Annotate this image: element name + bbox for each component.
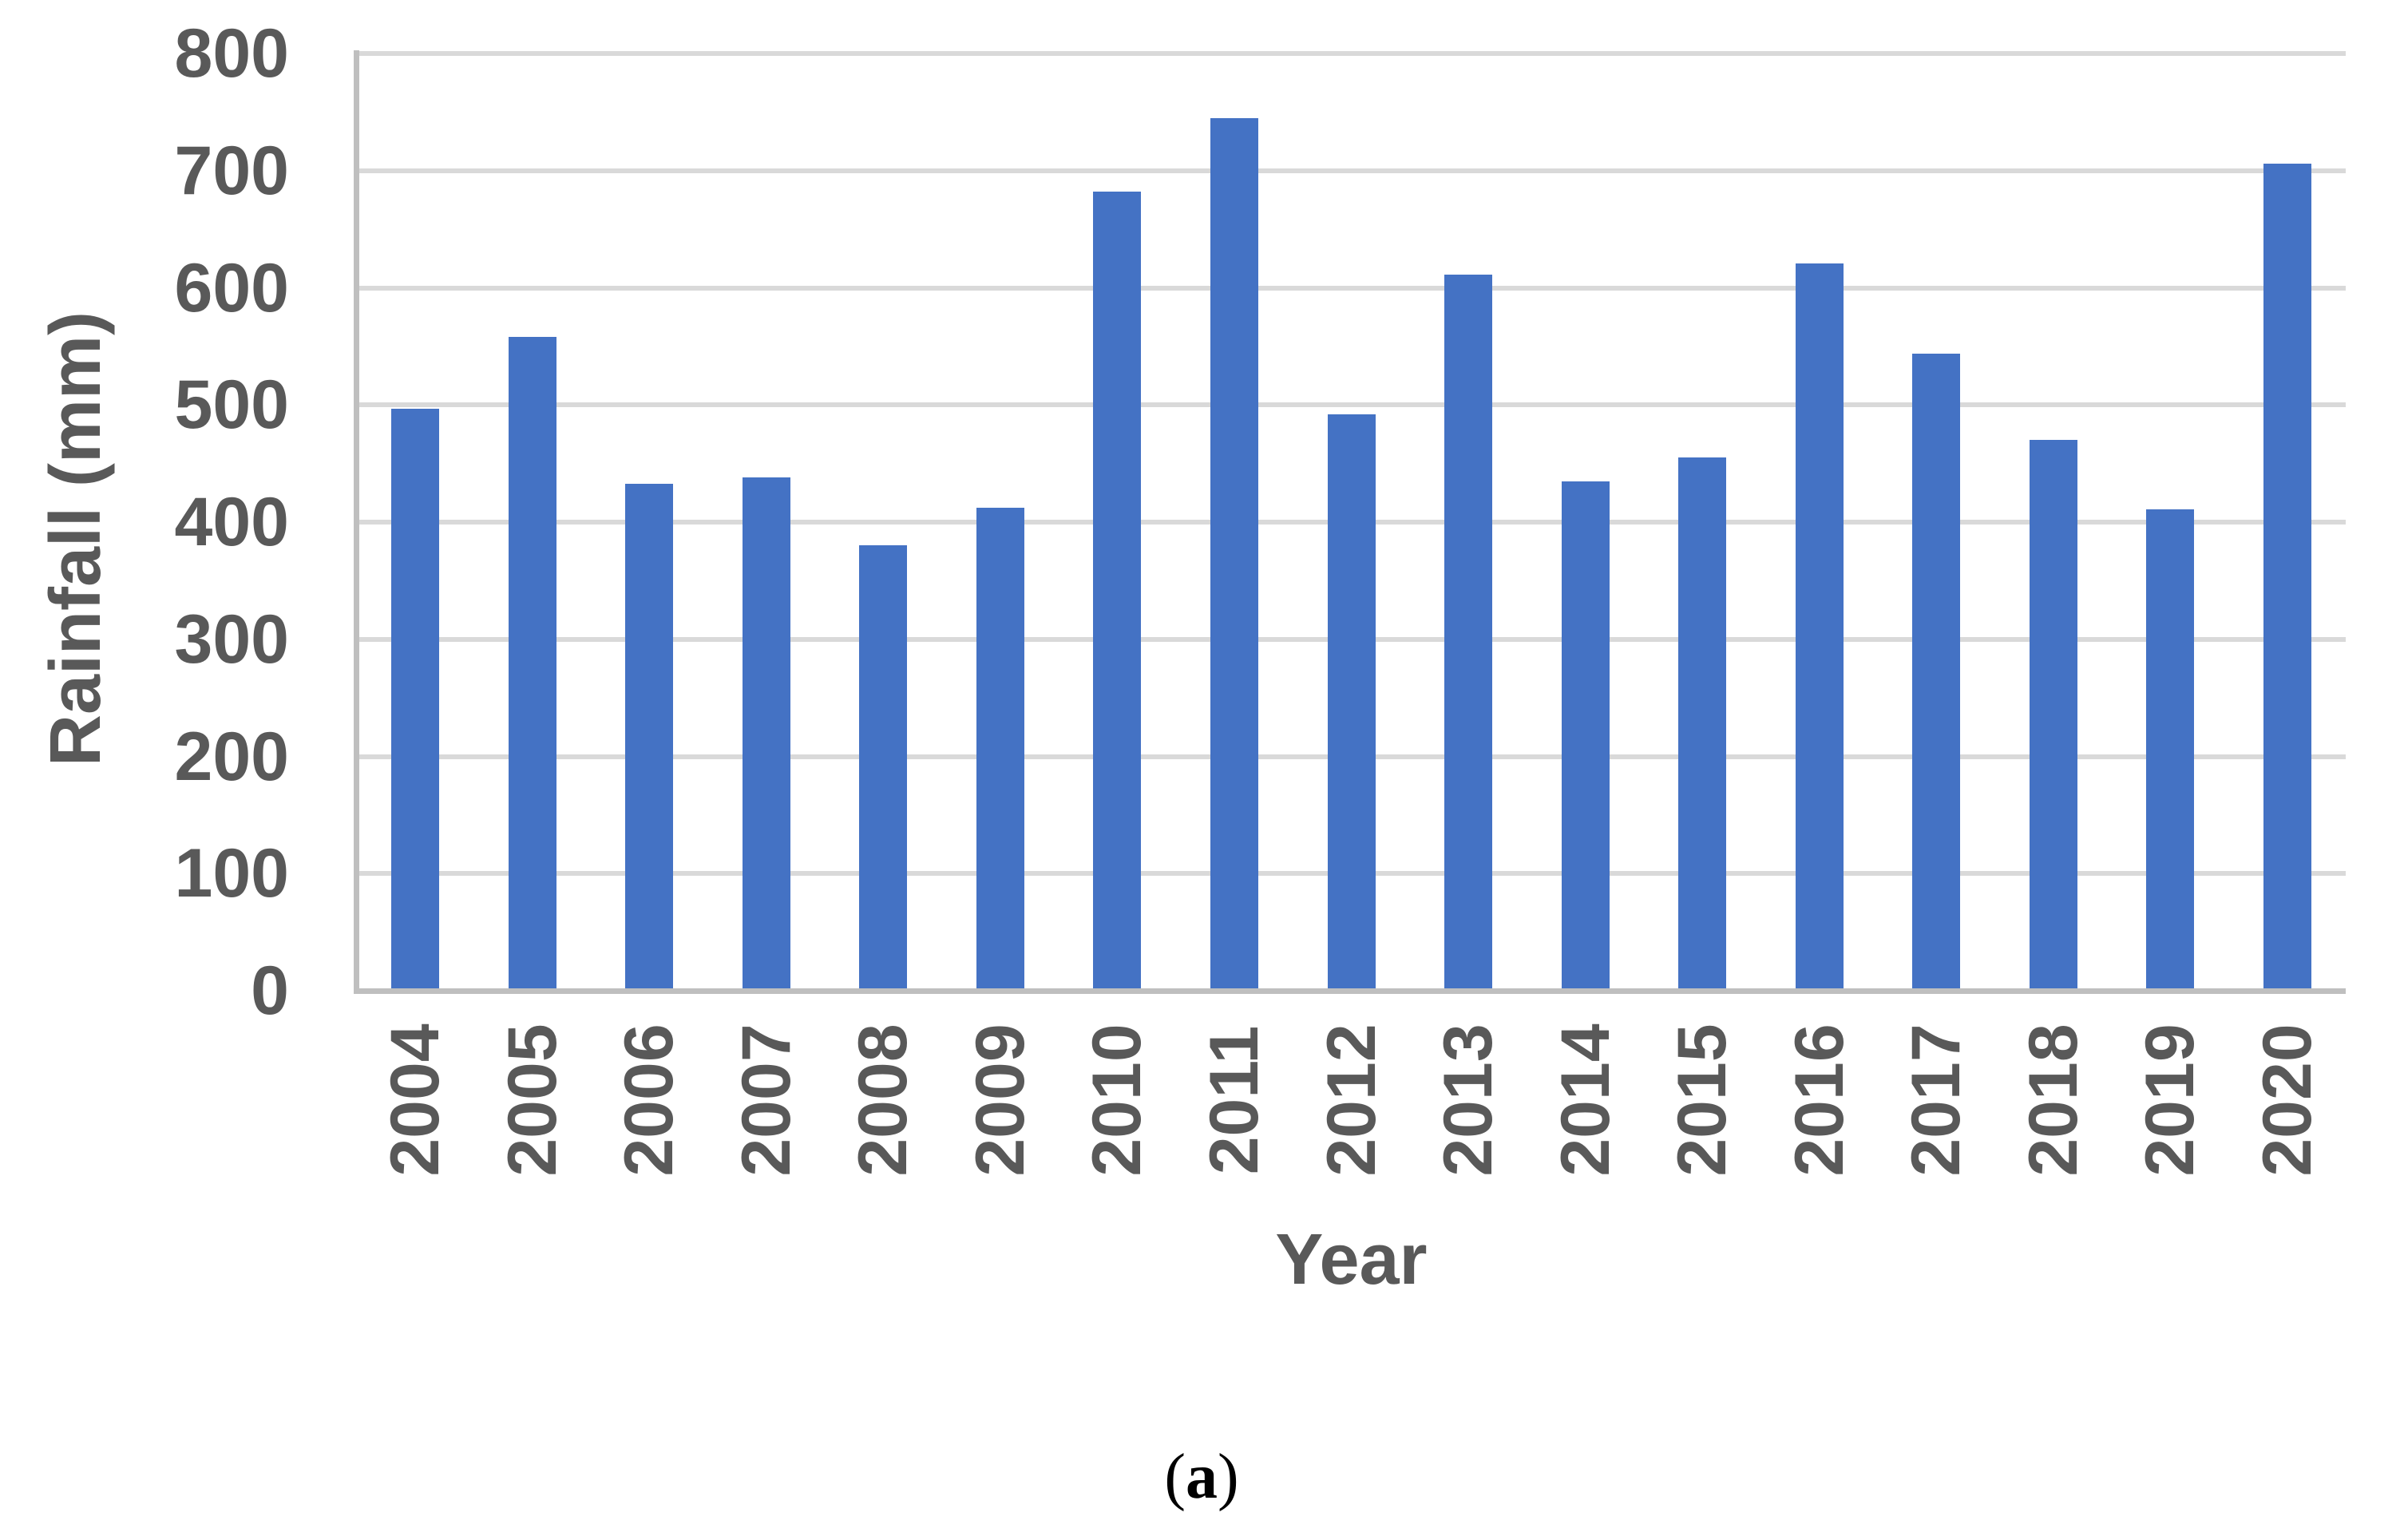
gridline-500 xyxy=(357,402,2346,408)
caption-letter: a xyxy=(1186,1442,1218,1512)
x-tick-label-2011: 2011 xyxy=(1195,1025,1273,1175)
x-tick-label-2009: 2009 xyxy=(961,1023,1039,1177)
bar-2014 xyxy=(1561,481,1610,991)
gridline-800 xyxy=(357,51,2346,56)
x-axis-title: Year xyxy=(1275,1220,1428,1300)
x-tick-label-2015: 2015 xyxy=(1664,1023,1741,1177)
bar-2020 xyxy=(2263,163,2311,991)
plot-area xyxy=(357,51,2346,991)
bar-2008 xyxy=(859,545,908,991)
x-tick-label-2019: 2019 xyxy=(2132,1023,2209,1177)
x-tick-label-2014: 2014 xyxy=(1547,1023,1624,1177)
y-tick-label-0: 0 xyxy=(251,952,289,1029)
y-tick-label-400: 400 xyxy=(174,484,290,560)
bar-2011 xyxy=(1210,117,1258,991)
y-axis-line xyxy=(354,50,359,994)
bar-2018 xyxy=(2029,440,2077,991)
bar-2004 xyxy=(391,408,440,991)
y-tick-label-800: 800 xyxy=(174,15,290,92)
bar-2010 xyxy=(1093,192,1142,991)
figure-caption: (a) xyxy=(1042,1437,1361,1517)
x-tick-label-2008: 2008 xyxy=(845,1023,922,1177)
gridline-700 xyxy=(357,168,2346,173)
x-axis-line xyxy=(354,988,2346,994)
bar-2017 xyxy=(1912,353,1961,991)
y-tick-label-700: 700 xyxy=(174,132,290,209)
x-tick-label-2016: 2016 xyxy=(1780,1023,1858,1177)
bar-2015 xyxy=(1678,457,1727,991)
gridline-600 xyxy=(357,285,2346,291)
x-tick-label-2005: 2005 xyxy=(493,1023,571,1177)
y-tick-label-300: 300 xyxy=(174,600,290,678)
x-tick-label-2017: 2017 xyxy=(1898,1023,1975,1177)
bar-2007 xyxy=(742,477,790,991)
x-tick-label-2006: 2006 xyxy=(611,1023,688,1177)
y-tick-label-500: 500 xyxy=(174,366,290,444)
x-tick-label-2018: 2018 xyxy=(2014,1023,2092,1177)
bar-2006 xyxy=(625,483,674,991)
y-tick-label-100: 100 xyxy=(174,835,290,913)
x-tick-label-2004: 2004 xyxy=(377,1023,454,1177)
bar-2012 xyxy=(1327,414,1376,991)
x-tick-label-2012: 2012 xyxy=(1313,1023,1390,1177)
x-tick-label-2010: 2010 xyxy=(1079,1023,1156,1177)
x-tick-label-2013: 2013 xyxy=(1430,1023,1507,1177)
x-tick-label-2007: 2007 xyxy=(727,1023,805,1177)
caption-close-paren: ) xyxy=(1218,1442,1239,1512)
bar-2016 xyxy=(1795,263,1844,991)
caption-open-paren: ( xyxy=(1164,1442,1186,1512)
y-tick-label-200: 200 xyxy=(174,718,290,795)
bar-2013 xyxy=(1444,275,1493,991)
y-tick-label-600: 600 xyxy=(174,249,290,327)
bar-2005 xyxy=(508,337,556,991)
x-tick-label-2020: 2020 xyxy=(2248,1023,2326,1177)
bar-2019 xyxy=(2146,509,2195,991)
bar-2009 xyxy=(976,508,1024,991)
